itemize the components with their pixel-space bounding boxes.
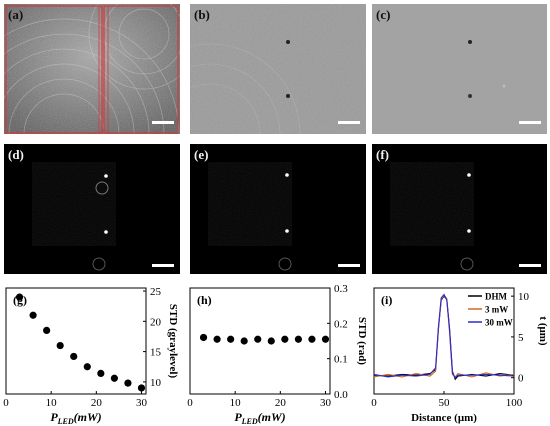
data-point: [227, 335, 235, 343]
legend-label: 3 mW: [485, 305, 508, 315]
hologram-image-c: [372, 4, 547, 134]
x-tick-label: 20: [275, 397, 287, 409]
x-axis-label: PLED(mW): [234, 410, 285, 426]
roi-box-left: [5, 5, 103, 134]
y-tick-label: 10: [150, 377, 162, 389]
chart-i: 0 50 100 0 5 10 (i) DHM 3 mW 30 mW Distance (μm) t …: [371, 287, 549, 424]
x-tick-label: 20: [91, 397, 103, 409]
panel-label-b: (b): [194, 7, 210, 22]
y-tick-label: 25: [150, 286, 162, 298]
x-tick-label: 50: [439, 397, 451, 409]
image-panel-c: (c): [372, 4, 547, 134]
roi-box-right: [103, 5, 179, 134]
panel-label-e: (e): [194, 147, 209, 162]
panel-label-a: (a): [8, 7, 24, 22]
y-tick-label: 0.1: [334, 354, 348, 366]
data-point: [199, 333, 208, 342]
scale-bar: [338, 264, 360, 267]
data-point: [240, 337, 248, 345]
data-point: [70, 352, 78, 361]
data-point: [213, 335, 221, 343]
data-point: [137, 384, 146, 392]
x-axis-label: Distance (μm): [411, 412, 477, 424]
data-point: [15, 293, 24, 301]
data-point: [124, 379, 132, 387]
panel-label-f: (f): [376, 147, 389, 162]
panel-label-i: (i): [381, 293, 392, 307]
data-point: [29, 311, 37, 319]
scale-bar: [152, 121, 174, 124]
y-axis-label: STD (graylevel): [167, 304, 179, 379]
x-tick-label: 0: [187, 397, 193, 409]
data-point: [97, 369, 105, 378]
scale-bar: [519, 264, 541, 267]
series-line-30-mw: [373, 293, 515, 379]
panel-label-c: (c): [376, 7, 391, 22]
panel-label-d: (d): [8, 147, 24, 162]
y-tick-label: 0.2: [334, 318, 348, 330]
plot-frame: [189, 287, 331, 395]
phase-image-d: [4, 144, 180, 274]
data-point: [110, 374, 118, 382]
panel-label-h: (h): [197, 293, 212, 307]
x-tick-label: 0: [371, 397, 377, 409]
y-tick-label: 20: [150, 316, 162, 328]
image-panel-d: (d): [4, 144, 180, 274]
y-tick-label: 10: [518, 291, 530, 303]
y-axis-label: STD (rad): [356, 317, 366, 365]
data-point: [294, 335, 302, 343]
scale-bar: [519, 121, 541, 124]
phase-image-e: [190, 144, 366, 274]
legend-label: DHM: [485, 292, 508, 302]
y-axis-label: t (μm): [537, 316, 549, 345]
image-panel-f: (f): [372, 144, 547, 274]
data-point: [267, 337, 275, 345]
hologram-image-b: [190, 4, 366, 134]
data-point: [43, 326, 51, 334]
x-tick-label: 30: [320, 397, 332, 409]
chart-h: 0 10 20 300.0 0.1 0.2 0.3 (h) PLED(mW) STD (rad): [187, 283, 366, 426]
x-tick-label: 10: [46, 397, 58, 409]
x-tick-label: 10: [230, 397, 242, 409]
plot-frame: [5, 287, 147, 395]
data-point: [56, 341, 64, 350]
data-point: [308, 335, 316, 343]
scale-bar: [152, 264, 174, 267]
hologram-image-a: [4, 4, 180, 134]
x-tick-label: 30: [136, 397, 148, 409]
x-tick-label: 0: [3, 397, 9, 409]
scale-bar: [338, 121, 360, 124]
data-point: [254, 335, 262, 343]
data-point: [321, 335, 330, 343]
image-panel-e: (e): [190, 144, 366, 274]
image-panel-b: (b): [190, 4, 366, 134]
legend-label: 30 mW: [485, 318, 513, 328]
image-panel-a: (a): [4, 4, 180, 134]
y-tick-label: 0.3: [334, 283, 348, 295]
phase-image-f: [372, 144, 547, 274]
y-tick-label: 0.0: [334, 389, 348, 401]
x-tick-label: 100: [506, 397, 523, 409]
y-tick-label: 5: [518, 332, 524, 344]
data-point: [83, 363, 91, 371]
data-point: [281, 335, 289, 343]
y-tick-label: 0: [518, 373, 524, 385]
x-axis-label: PLED(mW): [50, 410, 101, 426]
y-tick-label: 15: [150, 347, 162, 359]
